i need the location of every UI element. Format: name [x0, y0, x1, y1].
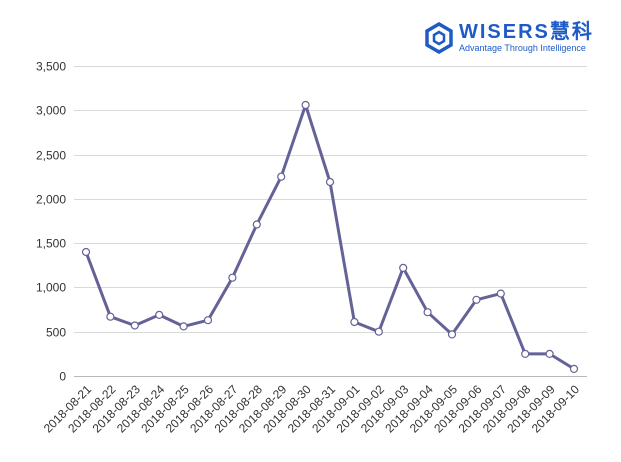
data-point [423, 308, 432, 317]
y-tick-label: 2,000 [36, 193, 66, 207]
hexagon-logo-icon [425, 22, 453, 54]
y-tick-label: 1,500 [36, 237, 66, 251]
data-point [374, 327, 383, 336]
data-point [228, 273, 237, 282]
y-axis-tick-labels: 0 500 1,000 1,500 2,000 2,500 3,000 3,500 [36, 60, 66, 384]
y-tick-label: 500 [46, 326, 66, 340]
data-point [106, 312, 115, 321]
y-tick-label: 0 [59, 370, 66, 384]
gridlines [74, 66, 587, 377]
x-axis-tick-labels: 2018-08-212018-08-222018-08-232018-08-24… [41, 382, 583, 436]
data-point [569, 364, 579, 373]
logo-tagline: Advantage Through Intelligence [459, 43, 586, 53]
data-point [472, 295, 481, 304]
y-tick-label: 1,000 [36, 281, 66, 295]
data-point [447, 330, 457, 339]
series-group [81, 100, 579, 373]
data-point [81, 247, 91, 257]
logo-brand-text: WISERS慧科 [459, 21, 594, 43]
data-point [325, 177, 335, 187]
data-point [130, 321, 139, 330]
data-point [521, 349, 530, 358]
data-point [301, 100, 310, 110]
data-point [179, 322, 188, 331]
y-tick-label: 3,000 [36, 104, 66, 118]
data-point [545, 349, 554, 358]
data-point [252, 220, 261, 229]
data-point [155, 310, 164, 319]
data-point [203, 316, 213, 325]
y-tick-label: 2,500 [36, 149, 66, 163]
series-line [84, 103, 575, 371]
data-point [350, 317, 359, 327]
data-point [277, 172, 286, 181]
y-tick-label: 3,500 [36, 60, 66, 74]
data-point [399, 263, 408, 272]
data-point [496, 289, 505, 298]
